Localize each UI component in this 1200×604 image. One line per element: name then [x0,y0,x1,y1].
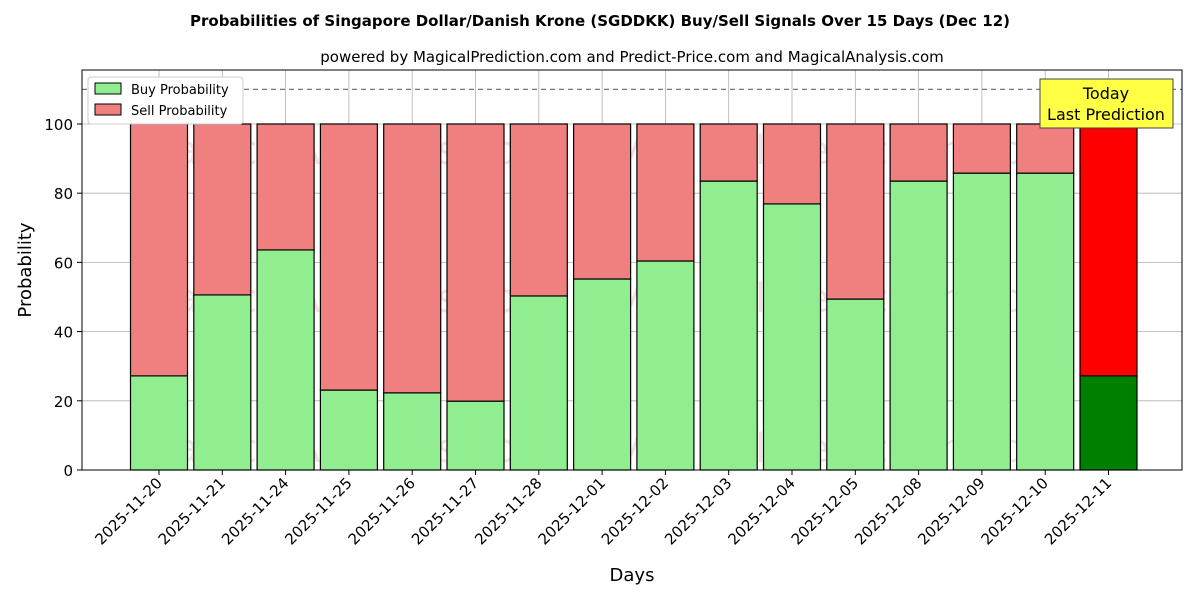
x-tick-label: 2025-11-20 [91,474,165,548]
bar-buy [129,375,189,471]
bar-buy [952,172,1012,471]
x-tick-label: 2025-11-28 [471,474,545,548]
bar-buy [826,298,885,471]
bar-buy [1079,375,1138,471]
y-tick-label: 100 [44,116,73,134]
bar-sell [636,123,695,262]
bar-buy [762,203,822,471]
bar-buy [572,278,632,471]
bar-buy [256,249,315,471]
legend-label-buy: Buy Probability [131,83,229,98]
bar-buy [446,400,505,471]
y-tick-label: 0 [63,462,73,480]
x-tick-label: 2025-12-04 [724,474,798,548]
bar-sell [129,123,189,377]
bar-sell [699,123,758,182]
y-tick-label: 40 [54,324,73,342]
bar-buy [1016,172,1075,471]
bar-buy [509,295,568,471]
bars [129,123,1138,471]
bar-sell [1079,123,1138,377]
bar-buy [636,260,695,471]
y-axis-label: Probability [15,222,36,317]
x-axis-label: Days [610,565,655,586]
x-tick-label: 2025-11-21 [155,474,229,548]
bar-buy [699,180,758,471]
x-tick-label: 2025-12-01 [535,474,609,548]
bar-sell [256,123,315,251]
y-tick-label: 20 [54,393,73,411]
bar-sell [446,123,505,402]
x-axis: 2025-11-202025-11-212025-11-242025-11-25… [91,470,1115,548]
bar-buy [383,392,442,471]
legend-swatch-sell [94,103,122,116]
bar-sell [319,123,378,391]
x-tick-label: 2025-12-11 [1041,474,1115,548]
bar-sell [509,123,568,297]
bar-sell [762,123,822,205]
legend-swatch-buy [94,82,122,95]
x-tick-label: 2025-11-24 [218,474,292,548]
x-tick-label: 2025-12-10 [978,474,1052,548]
y-tick-label: 80 [54,185,73,203]
x-tick-label: 2025-11-25 [281,474,355,548]
bar-sell [889,123,948,182]
chart-title: Probabilities of Singapore Dollar/Danish… [190,12,1010,30]
y-axis: 0 20 40 60 80 100 [44,116,82,480]
x-tick-label: 2025-12-02 [598,474,672,548]
today-annotation: Today Last Prediction [1039,78,1174,129]
chart-subtitle: powered by MagicalPrediction.com and Pre… [320,48,944,66]
y-tick-label: 60 [54,254,73,272]
x-tick-label: 2025-12-05 [788,474,862,548]
bar-sell [1016,123,1075,174]
annotation-line2: Last Prediction [1047,105,1165,124]
bar-sell [952,123,1012,174]
bar-sell [826,123,885,300]
legend: Buy Probability Sell Probability [87,76,244,125]
bar-sell [572,123,632,280]
bar-buy [193,294,252,471]
x-tick-label: 2025-12-03 [661,474,735,548]
x-tick-label: 2025-12-09 [914,474,988,548]
x-tick-label: 2025-11-26 [345,474,419,548]
bar-sell [193,123,252,296]
bar-sell [383,123,442,394]
x-tick-label: 2025-11-27 [408,474,482,548]
annotation-line1: Today [1082,84,1129,103]
bar-buy [319,389,378,471]
legend-label-sell: Sell Probability [131,104,228,119]
plot-frame [81,69,1183,471]
bar-buy [889,180,948,471]
x-tick-label: 2025-12-08 [851,474,925,548]
